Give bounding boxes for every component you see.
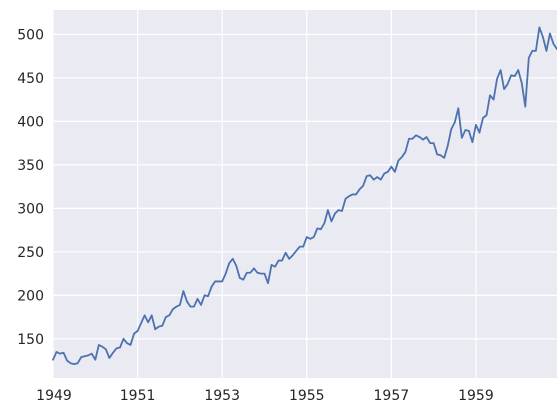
x-tick-label: 1957 bbox=[374, 388, 410, 404]
y-tick-label: 400 bbox=[17, 114, 44, 130]
plot-background bbox=[53, 10, 557, 378]
series-line bbox=[52, 26, 557, 365]
y-tick-label: 300 bbox=[17, 201, 44, 217]
x-tick-label: 1953 bbox=[204, 388, 240, 404]
grid bbox=[52, 10, 557, 378]
y-tick-label: 450 bbox=[17, 71, 44, 87]
x-axis-tick-labels: 1949 1951 1953 1955 1957 1959 bbox=[36, 388, 494, 404]
y-axis-tick-labels: 150 200 250 300 350 400 450 500 bbox=[17, 27, 44, 347]
y-tick-label: 200 bbox=[17, 288, 44, 304]
y-tick-label: 250 bbox=[17, 245, 44, 261]
x-tick-label: 1951 bbox=[120, 388, 156, 404]
x-tick-label: 1959 bbox=[458, 388, 494, 404]
y-tick-label: 500 bbox=[17, 27, 44, 43]
y-tick-label: 150 bbox=[17, 332, 44, 348]
y-tick-label: 350 bbox=[17, 158, 44, 174]
x-tick-label: 1949 bbox=[36, 388, 72, 404]
x-tick-label: 1955 bbox=[289, 388, 325, 404]
